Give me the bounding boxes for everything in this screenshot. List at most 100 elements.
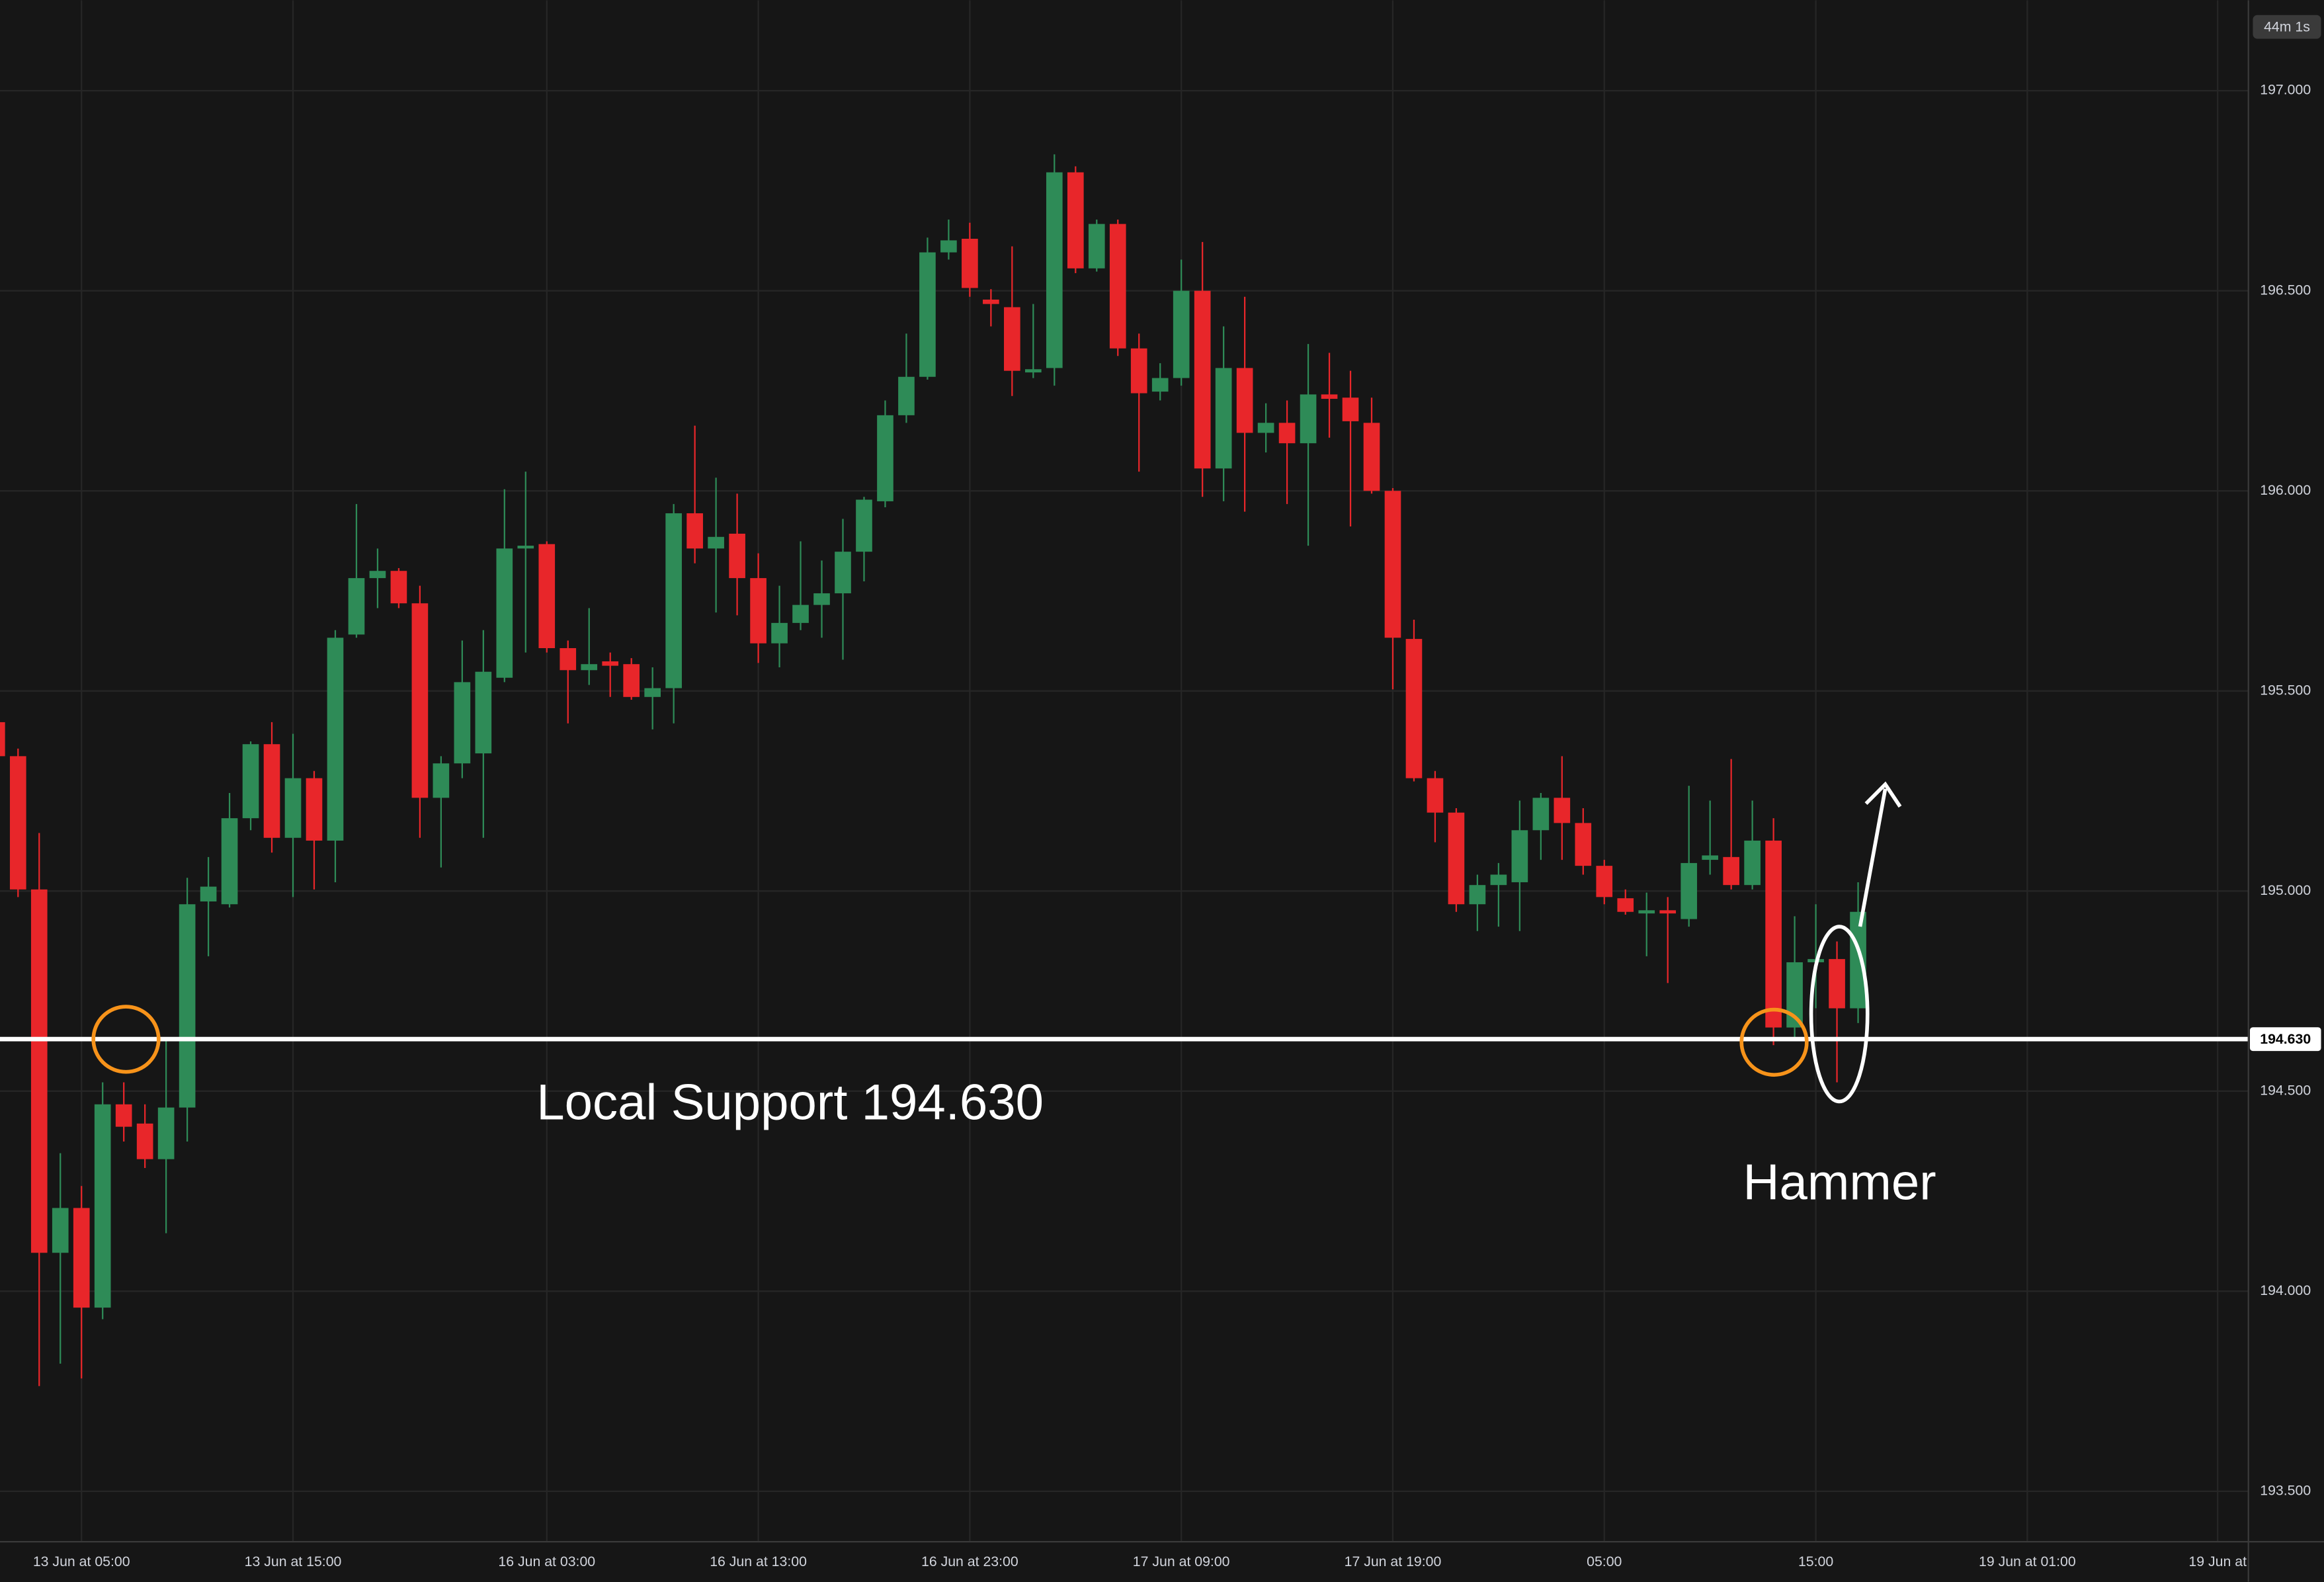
candle-body	[538, 544, 556, 648]
y-tick-label: 193.500	[2260, 1482, 2311, 1498]
candle-body	[1723, 856, 1739, 886]
y-tick-label: 195.000	[2260, 882, 2311, 898]
candle-body	[1046, 172, 1063, 368]
candle-body	[560, 647, 577, 671]
candle-body	[1215, 368, 1232, 469]
candle-body	[52, 1208, 69, 1253]
candle-body	[30, 889, 48, 1253]
candle-body	[1511, 830, 1528, 882]
plot-area	[0, 154, 2249, 1386]
candle-body	[348, 578, 365, 635]
candle-body	[1024, 369, 1042, 373]
x-tick-label: 13 Jun at 15:00	[245, 1554, 342, 1569]
candle-body	[1469, 885, 1486, 905]
candle-body	[1596, 866, 1613, 897]
candle-body	[179, 904, 196, 1108]
candle-body	[496, 548, 513, 678]
candle-body	[1490, 874, 1507, 886]
y-tick-label: 196.000	[2260, 482, 2311, 498]
hammer-ellipse	[1809, 925, 1870, 1104]
x-tick-label: 16 Jun at 13:00	[710, 1554, 807, 1569]
candle-body	[1427, 778, 1444, 813]
candle-body	[1151, 378, 1169, 392]
candle-body	[1638, 910, 1655, 914]
candle-body	[1278, 423, 1296, 444]
candle-body	[433, 763, 450, 798]
y-tick-label: 194.000	[2260, 1282, 2311, 1298]
candle-body	[0, 722, 5, 757]
candle-body	[327, 638, 344, 841]
candle-body	[1384, 491, 1401, 638]
candle-body	[1300, 394, 1317, 444]
candle-body	[771, 622, 788, 644]
x-tick-label: 17 Jun at 19:00	[1345, 1554, 1442, 1569]
candle-body	[1173, 290, 1190, 378]
x-tick-label: 19 Jun at 01:00	[1979, 1554, 2076, 1569]
candle-body	[644, 688, 661, 697]
x-tick-label: 17 Jun at 09:00	[1133, 1554, 1230, 1569]
candle-body	[1659, 910, 1677, 914]
candle-body	[1363, 423, 1380, 491]
y-tick-label: 197.000	[2260, 82, 2311, 98]
y-tick-label: 195.500	[2260, 682, 2311, 698]
candle-body	[9, 756, 26, 890]
candle-body	[898, 376, 915, 415]
candle-body	[1109, 224, 1126, 349]
candle-body	[94, 1104, 111, 1308]
candle-body	[877, 415, 893, 501]
candle-body	[475, 671, 492, 754]
candle-body	[750, 578, 767, 644]
candle-body	[1321, 394, 1338, 399]
candle-body	[1850, 911, 1866, 1009]
candle-body	[136, 1123, 153, 1159]
candle-body	[835, 552, 851, 594]
candle-body	[856, 499, 872, 552]
support-annotation: Local Support 194.630	[536, 1074, 1044, 1130]
candle-body	[1236, 368, 1253, 433]
price-label-box	[2249, 1027, 2321, 1052]
candle-body	[813, 593, 830, 605]
candle-body	[602, 661, 619, 666]
candle-body	[1765, 841, 1782, 1028]
candle-body	[390, 571, 407, 604]
candle-body	[263, 744, 280, 838]
x-tick-label: 16 Jun at 03:00	[498, 1554, 595, 1569]
x-tick-label: 15:00	[1798, 1554, 1833, 1569]
candle-body	[665, 513, 682, 688]
candle-body	[1554, 798, 1571, 823]
candle-body	[517, 546, 534, 549]
candle-body	[1829, 959, 1845, 1009]
x-axis-labels: 13 Jun at 05:00 13 Jun at 15:00 16 Jun at …	[33, 1554, 2247, 1569]
countdown-box	[2253, 15, 2321, 39]
candle-body	[1681, 862, 1698, 919]
candle-body	[1194, 290, 1211, 469]
candle-body	[1088, 224, 1105, 269]
y-tick-label: 196.500	[2260, 282, 2311, 298]
candle-body	[1405, 639, 1423, 778]
grid	[0, 0, 2249, 1542]
candle-body	[369, 571, 386, 579]
candle-body	[962, 239, 978, 288]
candle-body	[1257, 423, 1274, 433]
candle-body	[623, 664, 640, 697]
candle-body	[454, 682, 471, 764]
y-tick-label: 194.500	[2260, 1082, 2311, 1098]
candle-body	[686, 513, 703, 549]
x-tick-label: 05:00	[1587, 1554, 1622, 1569]
candle-body	[221, 818, 238, 905]
candle-body	[1448, 812, 1465, 905]
hammer-annotation: Hammer	[1743, 1154, 1936, 1210]
candle-body	[284, 778, 302, 838]
candle-body	[1342, 397, 1359, 421]
candle-body	[940, 240, 957, 253]
candle-body	[306, 778, 323, 841]
candle-body	[157, 1107, 175, 1159]
axes: 193.500 194.000 194.500 195.000 195.500 196.0…	[33, 82, 2321, 1569]
candle-body	[242, 744, 259, 819]
orange-circle	[91, 1005, 161, 1074]
x-tick-label: 13 Jun at 05:00	[33, 1554, 130, 1569]
candle-body	[1130, 348, 1147, 394]
x-tick-label: 19 Jun at	[2188, 1554, 2247, 1569]
candle-body	[200, 886, 217, 901]
